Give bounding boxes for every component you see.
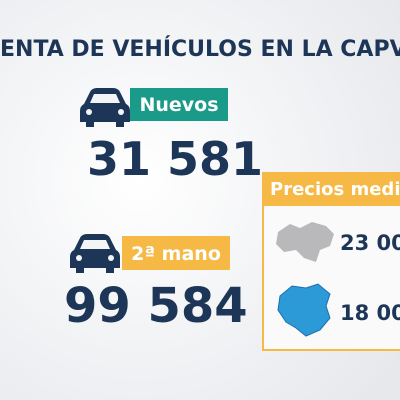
price-header bbox=[262, 172, 400, 206]
car-icon bbox=[70, 234, 120, 273]
price-panel bbox=[262, 204, 400, 351]
badge-new bbox=[130, 88, 228, 121]
map-gray bbox=[276, 222, 334, 262]
price-title: Precios medi bbox=[270, 179, 400, 200]
badge-label: Nuevos bbox=[139, 94, 218, 116]
price-value: 18 00 bbox=[340, 301, 400, 325]
badge-used bbox=[122, 236, 230, 270]
car-icon bbox=[80, 88, 130, 127]
price-value: 23 00 bbox=[340, 231, 400, 255]
map-blue bbox=[277, 283, 331, 337]
stat-value: 31 581 bbox=[87, 132, 263, 186]
title: ENTA DE VEHÍCULOS EN LA CAPV bbox=[0, 36, 400, 62]
badge-label: 2ª mano bbox=[131, 243, 221, 265]
stat-value: 99 584 bbox=[64, 278, 248, 334]
